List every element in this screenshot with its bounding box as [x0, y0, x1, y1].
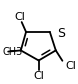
Text: S: S: [57, 27, 65, 40]
Text: CH3: CH3: [3, 47, 23, 57]
Text: Cl: Cl: [14, 12, 25, 22]
Text: Cl: Cl: [33, 71, 44, 81]
Text: Cl: Cl: [65, 60, 76, 71]
